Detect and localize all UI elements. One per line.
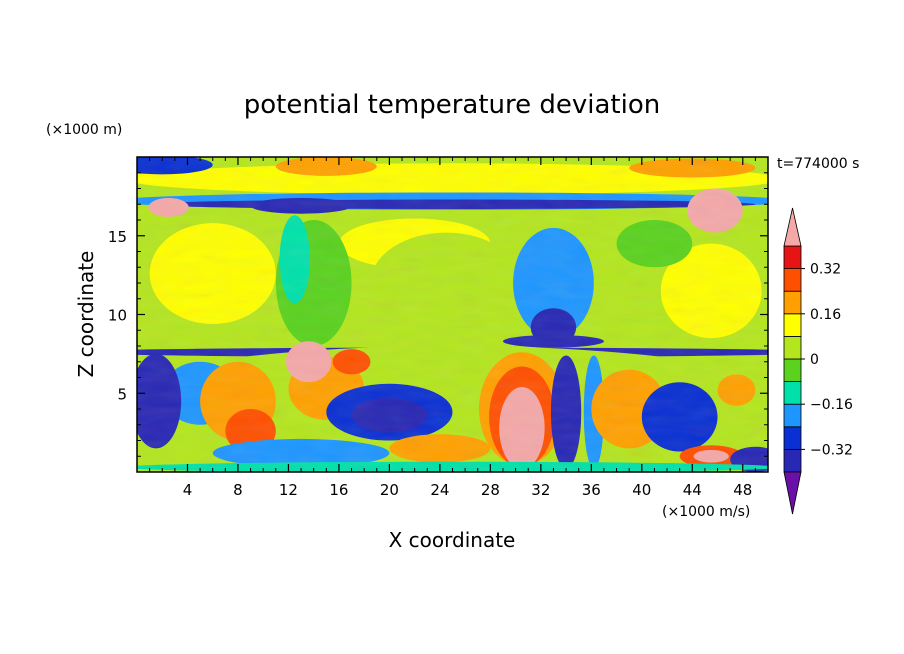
x-tick-label: 48 [733, 481, 752, 499]
colorbar-box [783, 245, 802, 270]
y-axis-title: Z coordinate [74, 251, 98, 378]
y-tick-label: 10 [108, 307, 127, 325]
colorbar-box [783, 358, 802, 383]
contour-field [137, 157, 768, 472]
y-tick-label: 5 [117, 385, 127, 403]
colorbar-max-extension [783, 207, 802, 247]
chart-title: potential temperature deviation [244, 90, 660, 120]
colorbar-box [783, 381, 802, 405]
colorbar-label: 0.32 [810, 262, 841, 278]
colorbar-box [783, 426, 802, 450]
x-tick-label: 24 [430, 481, 449, 499]
x-tick-label: 44 [683, 481, 702, 499]
field-texture [137, 157, 768, 472]
colorbar-min-extension [783, 471, 802, 515]
x-tick-label: 12 [279, 481, 298, 499]
y-axis: 5 10 15 [108, 172, 768, 457]
colorbar-label: −0.32 [810, 442, 853, 458]
y-unit-label: (×1000 m) [46, 122, 122, 138]
colorbar: 0.32 0.16 0 −0.16 −0.32 [783, 207, 853, 515]
colorbar-label: −0.16 [810, 397, 853, 413]
time-label: t=774000 s [777, 156, 859, 172]
x-tick-label: 40 [632, 481, 651, 499]
colorbar-label: 0.16 [810, 307, 841, 323]
colorbar-box [783, 448, 802, 473]
x-unit-label: (×1000 m/s) [662, 504, 750, 520]
x-axis: 4 8 12 16 20 24 28 32 36 40 44 48 [149, 157, 756, 499]
x-tick-label: 20 [380, 481, 399, 499]
x-axis-title: X coordinate [389, 528, 516, 552]
y-tick-label: 15 [108, 228, 127, 246]
colorbar-box [783, 268, 802, 292]
colorbar-box [783, 290, 802, 315]
colorbar-box [783, 335, 802, 360]
colorbar-box [783, 403, 802, 428]
x-tick-label: 28 [481, 481, 500, 499]
x-tick-label: 4 [183, 481, 193, 499]
x-tick-label: 8 [233, 481, 243, 499]
x-tick-label: 32 [531, 481, 550, 499]
x-tick-label: 16 [329, 481, 348, 499]
x-tick-label: 36 [582, 481, 601, 499]
colorbar-label: 0 [810, 352, 819, 368]
colorbar-box [783, 313, 802, 337]
